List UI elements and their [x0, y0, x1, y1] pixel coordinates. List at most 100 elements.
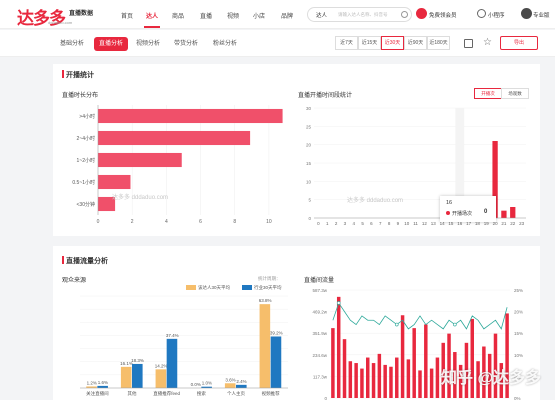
logo-url: dddaduo.com [48, 20, 73, 25]
bar [331, 328, 335, 398]
nav-item[interactable]: 直播 [200, 14, 213, 20]
duration-chart-title: 直播时长分布 [62, 93, 99, 99]
miniprogram-link[interactable]: 小程序 [488, 13, 505, 19]
x-tick-label: 18 [475, 221, 481, 226]
data-label: 16.1% [120, 361, 133, 366]
bar [166, 338, 178, 388]
x-tick-label: 8 [388, 221, 391, 226]
toggle-views[interactable]: 场观数 [501, 88, 529, 99]
y-tick-label: 15 [306, 161, 312, 166]
bar [97, 385, 108, 388]
bar [366, 357, 370, 398]
y-tick-label: 10 [306, 179, 312, 184]
analysis-tab[interactable]: 基础分析 [60, 41, 85, 47]
x-tick-label: 1 [326, 221, 329, 226]
bar [270, 336, 282, 388]
x-tick-label: 9 [397, 221, 400, 226]
bar [348, 361, 353, 398]
tooltip-value: 0 [484, 209, 488, 215]
x-tick-label: 个人主页 [227, 390, 245, 397]
x-tick-label: 10 [404, 221, 410, 226]
analysis-tab[interactable]: 视频分析 [136, 41, 161, 47]
nav-item[interactable]: 品牌 [281, 14, 294, 20]
x-tick-label: 22 [510, 221, 516, 226]
search-input[interactable]: 请输入达人名称、抖音号 [338, 12, 388, 17]
bar [412, 328, 416, 398]
data-label: 37.4% [166, 333, 179, 338]
analysis-tab[interactable]: 直播分析 [94, 37, 128, 51]
search-category-select[interactable]: 达人 [316, 13, 328, 19]
x-tick-label: 13 [431, 221, 437, 226]
date-range-button[interactable]: 近30天 [381, 36, 404, 50]
logo[interactable]: 达多多 [17, 9, 66, 29]
nav-item[interactable]: 首页 [121, 14, 134, 20]
bar [482, 346, 486, 398]
date-range-button[interactable]: 近90天 [404, 36, 427, 50]
y-tick-label: 0 [308, 216, 311, 221]
data-label: 39.2% [270, 330, 283, 335]
date-range-button[interactable]: 近180天 [427, 36, 450, 50]
tooltip-series: 开播场次 [452, 211, 473, 217]
data-label: 63.8% [259, 298, 272, 303]
y-right-tick-label: 15% [514, 331, 523, 336]
bar [470, 318, 474, 398]
nav-item[interactable]: 达人 [146, 14, 159, 20]
y-left-tick-label: 234.6w [312, 353, 327, 358]
x-tick-label: 8 [233, 219, 236, 225]
vip-link[interactable]: 免费领会员 [429, 13, 457, 19]
x-tick-label: 5 [361, 221, 364, 226]
x-tick-label: 16 [457, 221, 463, 226]
search-icon[interactable] [401, 11, 408, 18]
search-box[interactable]: 达人 请输入达人名称、抖音号 [307, 7, 412, 22]
analysis-tab[interactable]: 带货分析 [174, 41, 199, 47]
section-marker-2 [62, 256, 64, 264]
x-tick-label: 搜索 [197, 390, 206, 397]
analysis-tab[interactable]: 粉丝分析 [213, 41, 238, 47]
pro-version-label[interactable]: 专业版 [533, 13, 550, 19]
bar [510, 207, 516, 218]
miniprogram-icon[interactable] [477, 9, 486, 18]
bar [458, 364, 463, 398]
x-tick-label: 2 [335, 221, 338, 226]
y-tick-label: 30 [306, 106, 312, 111]
x-tick-label: 2 [131, 219, 134, 225]
data-label: 1.0% [202, 381, 212, 386]
bar [98, 130, 251, 146]
date-range-button[interactable]: 近7天 [335, 36, 358, 50]
y-tick-label: >4小时 [79, 113, 95, 120]
bar [453, 352, 457, 398]
calendar-icon[interactable] [464, 39, 473, 48]
avatar[interactable] [521, 8, 532, 19]
bar [383, 364, 387, 398]
legend-note: 统计周期： [258, 276, 281, 281]
x-tick-label: 4 [165, 219, 168, 225]
bar [395, 357, 399, 398]
vip-icon[interactable] [416, 8, 427, 19]
bar [336, 296, 341, 398]
date-range-button[interactable]: 近15天 [358, 36, 381, 50]
nav-item[interactable]: 商品 [172, 14, 185, 20]
line-series [332, 302, 508, 330]
section-title-broadcast: 开播统计 [66, 72, 94, 79]
star-icon[interactable]: ☆ [483, 37, 492, 48]
bar [499, 363, 504, 398]
nav-item[interactable]: 小店 [253, 14, 266, 20]
x-tick-label: 23 [519, 221, 525, 226]
tooltip-x: 16 [446, 200, 453, 206]
toggle-count[interactable]: 开播次 [474, 88, 502, 99]
x-tick-label: 直播推荐feed [153, 390, 180, 397]
bar [371, 363, 376, 398]
line-point [453, 322, 457, 327]
x-tick-label: 0 [97, 219, 100, 225]
y-left-tick-label: 117.3w [313, 374, 328, 379]
y-left-tick-label: 469.2w [312, 310, 327, 315]
bar [418, 370, 422, 398]
bar [98, 152, 182, 168]
data-label: 2.4% [236, 379, 246, 384]
y-tick-label: 20 [306, 143, 312, 148]
source-chart-title: 观众来源 [62, 278, 87, 284]
export-button[interactable]: 导出 [500, 36, 538, 50]
y-right-tick-label: 25% [514, 288, 523, 293]
bar [406, 359, 411, 398]
nav-item[interactable]: 视频 [227, 14, 240, 20]
